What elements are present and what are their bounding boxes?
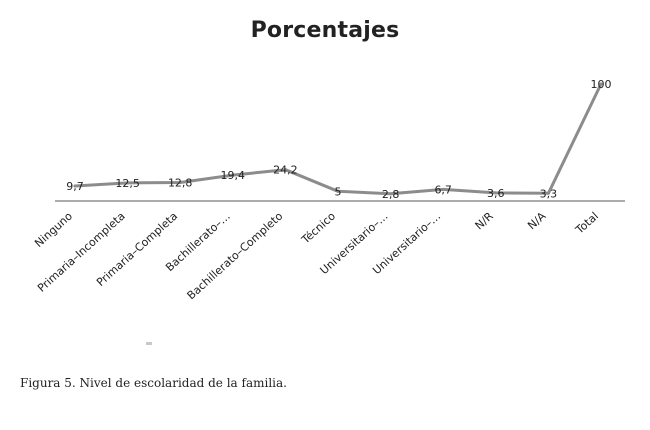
- data-label: 12,5: [115, 177, 140, 190]
- data-point: [231, 173, 235, 177]
- data-label: 3,6: [487, 187, 505, 200]
- data-label: 9,7: [66, 180, 84, 193]
- x-tick-label: Ninguno: [32, 209, 75, 250]
- x-tick-label: Bachillerato–Completo: [185, 209, 286, 302]
- data-label: 19,4: [221, 169, 246, 182]
- data-point: [73, 184, 77, 188]
- data-label: 2,8: [382, 188, 400, 201]
- data-point: [126, 181, 130, 185]
- data-point: [494, 191, 498, 195]
- data-point: [599, 82, 603, 86]
- x-tick-label: N/R: [473, 209, 497, 232]
- data-label: 12,8: [168, 177, 193, 190]
- data-point: [441, 187, 445, 191]
- x-tick-label: Total: [572, 210, 601, 238]
- data-label: 100: [591, 78, 612, 91]
- x-tick-label: Técnico: [298, 209, 338, 247]
- x-tick-label: Primaria–Incompleta: [35, 210, 128, 295]
- data-point: [389, 192, 393, 196]
- data-label: 6,7: [434, 183, 452, 196]
- series-line: [73, 82, 603, 196]
- axis-stub-mark: [146, 342, 152, 345]
- data-label: 24,2: [273, 164, 298, 177]
- data-point: [178, 181, 182, 185]
- data-label: 5: [335, 185, 342, 198]
- data-point: [546, 191, 550, 195]
- data-label: 3,3: [540, 187, 558, 200]
- x-tick-label: N/A: [525, 209, 549, 232]
- figure-caption: Figura 5. Nivel de escolaridad de la fam…: [20, 376, 287, 390]
- chart-title: Porcentajes: [250, 18, 400, 43]
- data-point: [336, 189, 340, 193]
- data-point: [283, 168, 287, 172]
